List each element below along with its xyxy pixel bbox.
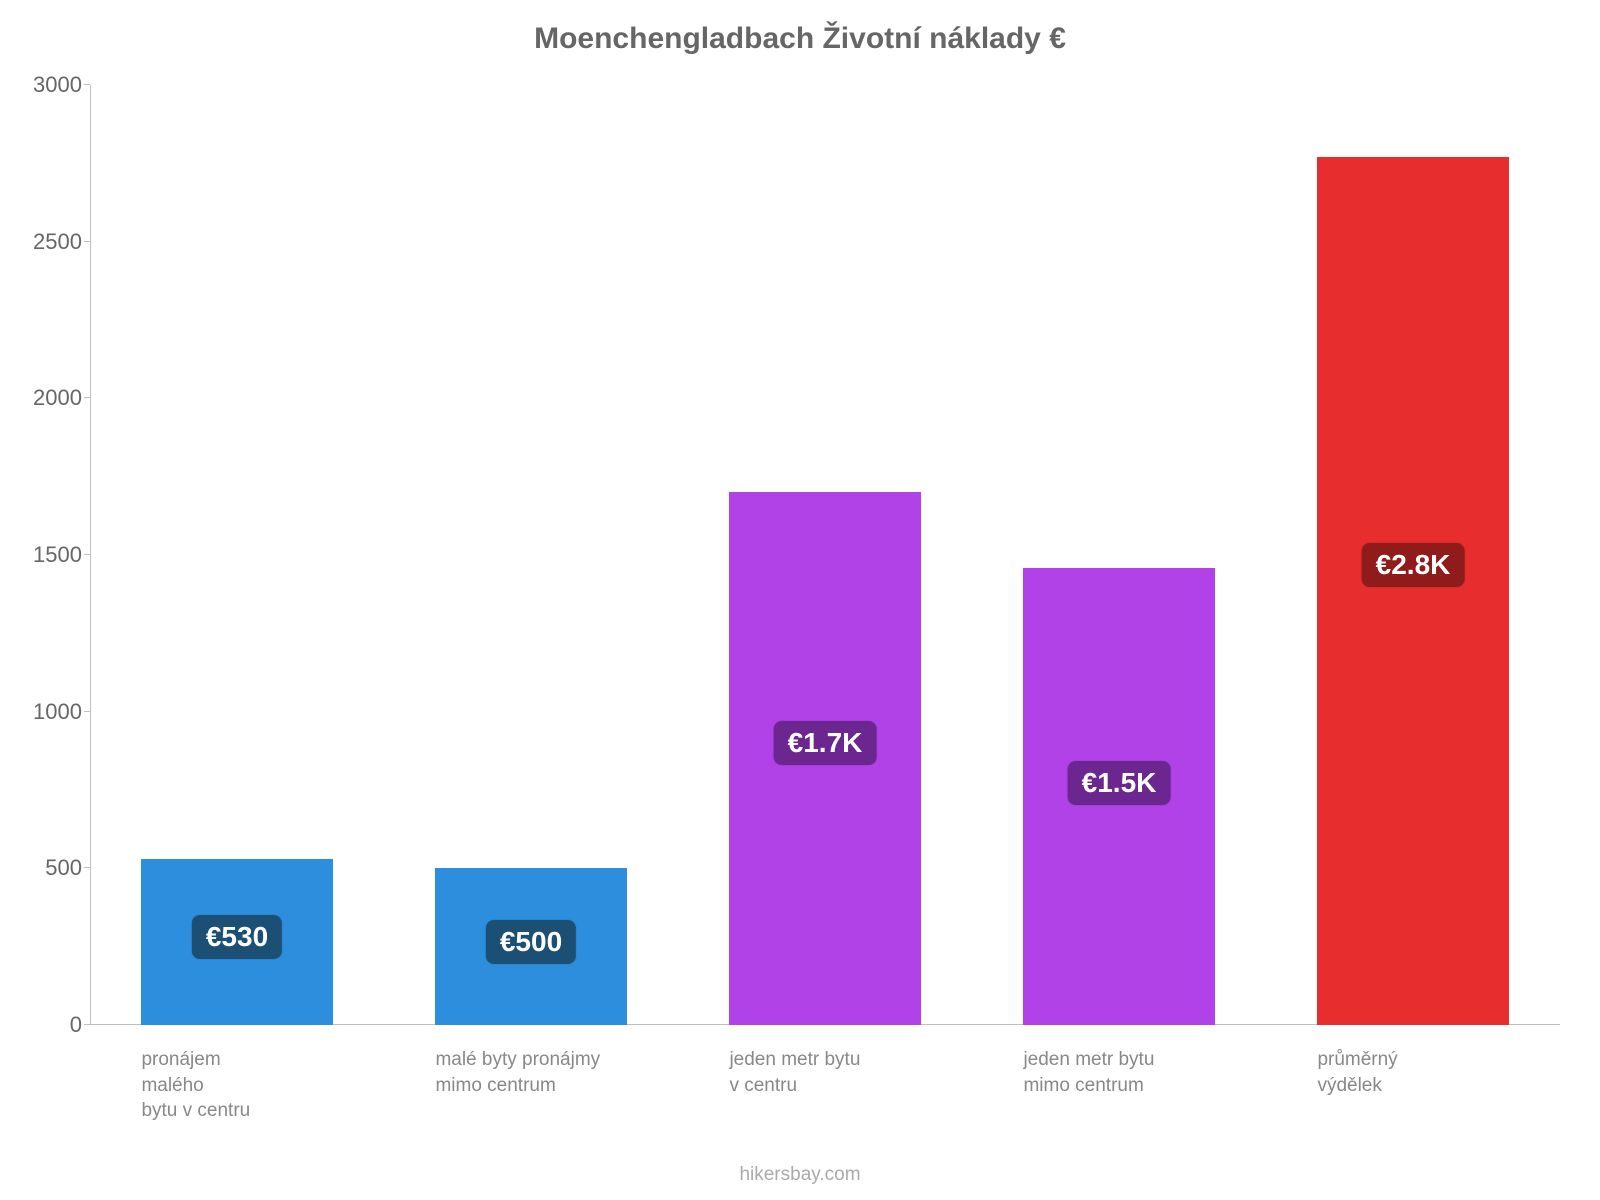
y-tick-mark (84, 711, 90, 712)
chart-title: Moenchengladbach Životní náklady € (0, 22, 1600, 56)
bar-value-label: €2.8K (1362, 543, 1465, 587)
attribution-text: hikersbay.com (0, 1164, 1600, 1186)
y-tick-label: 1000 (33, 699, 82, 725)
y-axis-line (90, 85, 91, 1025)
y-tick-mark (84, 241, 90, 242)
x-category-label: jeden metr bytu v centru (729, 1047, 960, 1098)
x-category-label: pronájem malého bytu v centru (141, 1047, 372, 1124)
y-tick-label: 500 (45, 855, 82, 881)
y-tick-label: 3000 (33, 72, 82, 98)
bar-value-label: €1.5K (1068, 761, 1171, 805)
x-category-label: jeden metr bytu mimo centrum (1023, 1047, 1254, 1098)
bar-value-label: €500 (486, 920, 576, 964)
y-tick-mark (84, 84, 90, 85)
y-tick-mark (84, 554, 90, 555)
y-tick-label: 2500 (33, 229, 82, 255)
y-tick-mark (84, 1024, 90, 1025)
y-tick-label: 2000 (33, 385, 82, 411)
y-tick-label: 0 (70, 1012, 82, 1038)
plot-area: 050010001500200025003000€530€500€1.7K€1.… (90, 85, 1560, 1025)
bar-value-label: €1.7K (774, 721, 877, 765)
bar (1317, 157, 1508, 1025)
chart-container: Moenchengladbach Životní náklady € 0 500 1… (0, 0, 1600, 1200)
y-tick-mark (84, 867, 90, 868)
x-labels-container: pronájem malého bytu v centru malé byty p… (90, 1047, 1560, 1167)
x-category-label: průměrný výdělek (1317, 1047, 1548, 1098)
bar-value-label: €530 (192, 915, 282, 959)
x-category-label: malé byty pronájmy mimo centrum (435, 1047, 666, 1098)
y-tick-label: 1500 (33, 542, 82, 568)
y-tick-mark (84, 397, 90, 398)
